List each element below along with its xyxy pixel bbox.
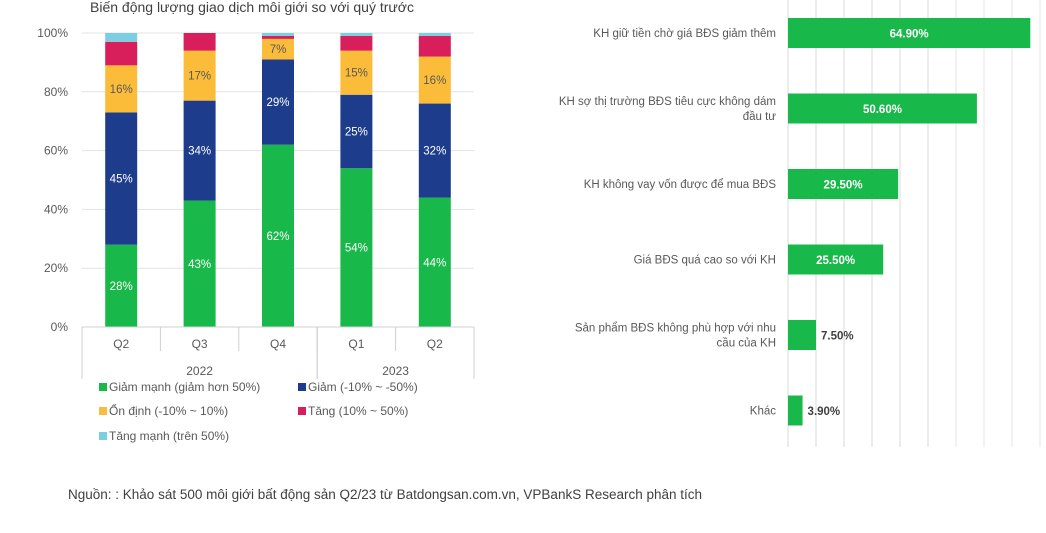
x-tick-label: Q2 [427,337,443,351]
legend-swatch [298,383,306,391]
bar-segment [183,50,216,101]
data-label: 29% [266,97,289,109]
bar-segment [418,33,451,36]
bar-segment [262,35,294,39]
stacked-bar-chart: Biến động lượng giao dịch môi giới so vớ… [37,0,475,443]
x-tick-label: Q2 [113,337,129,351]
bar [788,169,899,199]
bar-segment [105,65,138,113]
bar-segment [418,35,451,57]
bar-segment [262,38,294,60]
bar-segment [262,144,294,327]
x-tick-label: Q3 [192,337,208,351]
legend-label: Ổn định (-10% ~ 10%) [109,403,228,418]
x-group-label: 2023 [382,364,409,378]
bar-segment [105,244,138,327]
bar [788,395,803,426]
bar-segment [340,168,373,327]
category-label: KH không vay vốn được để mua BĐS [584,179,777,191]
bar-segment [340,50,373,95]
data-label: 25.50% [816,255,855,267]
data-label: 16% [110,84,133,96]
legend-swatch [99,383,107,391]
legend-label: Giảm (-10% ~ -50%) [308,380,418,394]
y-tick-label: 80% [44,85,68,99]
chart-bars: 28% 45% 16% 43% 34% 17% 62% 29% 7% 54% 25% 15% 44% 32… [105,33,451,327]
data-label: 16% [423,75,446,87]
x-tick-label: Q4 [270,337,286,351]
bar-segment [262,33,294,36]
y-tick-label: 20% [44,261,68,275]
category-label: Giá BĐS quá cao so với KH [634,255,776,267]
bar-segment [418,103,451,198]
bar-segment [183,100,216,201]
data-label: 64.90% [890,29,929,41]
legend-swatch [298,407,306,415]
bar [788,320,816,350]
source-note: Nguồn: : Khảo sát 500 môi giới bất động … [68,487,703,502]
y-axis: 0% 20% 40% 60% 80% 100% [37,26,68,334]
legend-swatch [99,407,107,415]
data-label: 44% [423,257,446,269]
data-label: 45% [110,174,133,186]
legend-swatch [99,432,107,440]
y-tick-label: 60% [44,144,68,158]
bar-segment [262,59,294,145]
horizontal-bar-chart: 64.90% KH giữ tiền chờ giá BĐS giảm thêm 5… [559,0,1041,447]
x-axis: Q2 Q3 Q4 Q1 Q2 2022 2023 [81,326,475,379]
legend-label: Giảm mạnh (giảm hơn 50%) [109,380,260,394]
data-label: 34% [188,146,211,158]
chart-bars: 64.90% KH giữ tiền chờ giá BĐS giảm thêm 5… [559,18,1031,426]
data-label: 7% [270,44,287,56]
y-tick-label: 40% [44,202,68,216]
y-tick-label: 0% [51,320,69,334]
x-group-label: 2022 [186,364,213,378]
bar-segment [105,33,138,42]
bar-segment [105,41,138,66]
bar [788,18,1031,48]
category-label: KH giữ tiền chờ giá BĐS giảm thêm [593,28,776,40]
bar [788,244,884,275]
data-label: 43% [188,259,211,271]
category-label: Sản phẩm BĐS không phù hợp với nhu cầu củ… [575,323,776,350]
data-label: 28% [110,281,133,293]
data-label: 25% [345,126,368,138]
data-label: 15% [345,68,368,80]
legend-label: Tăng (10% ~ 50%) [308,404,408,418]
bar-segment [418,56,451,104]
bar-segment [340,35,373,51]
data-label: 50.60% [863,104,902,116]
chart-gridlines [787,0,1041,447]
bar-segment [340,33,373,36]
chart-title: Biến động lượng giao dịch môi giới so vớ… [90,0,414,15]
bar-segment [183,200,216,327]
bar-segment [418,197,451,327]
x-tick-label: Q1 [348,337,364,351]
category-label: Khác [750,406,776,418]
data-label: 29.50% [824,180,863,192]
data-label: 17% [188,71,211,83]
data-label: 54% [345,243,368,255]
bar [788,93,977,124]
y-tick-label: 100% [37,26,68,40]
chart-legend: Giảm mạnh (giảm hơn 50%) Giảm (-10% ~ -50… [99,380,418,443]
data-label: 32% [423,146,446,158]
data-label: 3.90% [808,406,841,418]
bar-segment [105,112,138,245]
data-label: 62% [266,231,289,243]
data-label: 7.50% [821,331,854,343]
bar-segment [183,33,216,51]
bar-segment [340,94,373,169]
legend-label: Tăng mạnh (trên 50%) [109,429,229,443]
category-label: KH sợ thị trường BĐS tiêu cực không dám đ… [559,96,776,123]
